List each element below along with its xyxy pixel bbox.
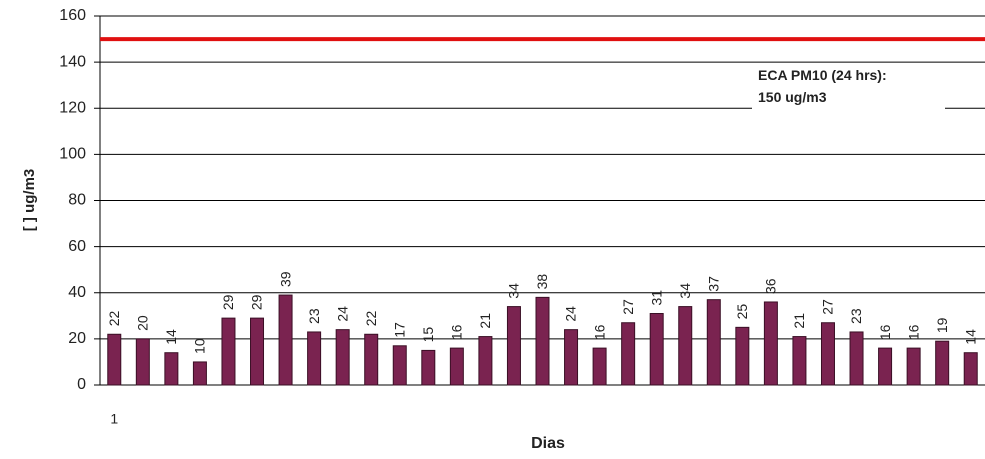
value-label: 27: [820, 299, 836, 315]
x-tick-label: 1: [110, 411, 118, 427]
value-label: 16: [449, 324, 465, 340]
bar: [449, 347, 464, 386]
bar: [878, 347, 893, 386]
y-tick-label: 120: [59, 99, 86, 116]
value-label: 34: [506, 283, 522, 299]
bar: [935, 340, 950, 386]
y-tick-label: 0: [77, 376, 86, 393]
value-label: 22: [363, 310, 379, 326]
bar: [107, 333, 122, 386]
x-axis-label: Dias: [531, 435, 565, 452]
bar: [421, 349, 436, 386]
value-label: 16: [877, 324, 893, 340]
value-label: 19: [934, 317, 950, 333]
bar: [535, 296, 550, 386]
value-label: 31: [648, 290, 664, 306]
bar: [706, 299, 721, 386]
bar: [849, 331, 864, 386]
value-label: 25: [734, 304, 750, 320]
y-axis-label: [ ] ug/m3: [21, 169, 38, 232]
bar: [906, 347, 921, 386]
value-label: 20: [135, 315, 151, 331]
bar: [792, 336, 807, 386]
bar: [592, 347, 607, 386]
annotation: ECA PM10 (24 hrs):: [758, 67, 887, 83]
annotation-box: [752, 64, 945, 115]
bar: [621, 322, 636, 386]
bar: [478, 336, 493, 386]
bar: [392, 345, 407, 386]
value-label: 27: [620, 299, 636, 315]
bar: [678, 306, 693, 386]
value-label: 14: [962, 329, 978, 345]
bar: [335, 329, 350, 386]
value-label: 14: [163, 329, 179, 345]
bar: [506, 306, 521, 386]
bar: [735, 326, 750, 386]
value-label: 38: [534, 274, 550, 290]
value-label: 29: [220, 294, 236, 310]
bar: [192, 361, 207, 386]
value-label: 29: [249, 294, 265, 310]
bar: [221, 317, 236, 386]
value-label: 21: [791, 313, 807, 329]
bar: [963, 352, 978, 386]
y-tick-label: 60: [68, 238, 86, 255]
value-label: 37: [705, 276, 721, 292]
bar: [307, 331, 322, 386]
y-tick-label: 80: [68, 192, 86, 209]
bar: [564, 329, 579, 386]
y-tick-label: 140: [59, 53, 86, 70]
value-label: 16: [905, 324, 921, 340]
value-label: 21: [477, 313, 493, 329]
value-label: 17: [391, 322, 407, 338]
bar: [364, 333, 379, 386]
value-label: 36: [763, 278, 779, 294]
value-label: 39: [277, 271, 293, 287]
value-label: 24: [334, 306, 350, 322]
y-tick-label: 20: [68, 330, 86, 347]
bar: [135, 338, 150, 386]
value-label: 34: [677, 283, 693, 299]
y-tick-label: 100: [59, 146, 86, 163]
bar: [649, 313, 664, 386]
y-tick-label: 40: [68, 284, 86, 301]
value-label: 23: [306, 308, 322, 324]
value-label: 23: [848, 308, 864, 324]
value-label: 24: [563, 306, 579, 322]
bar: [278, 294, 293, 386]
bar: [164, 352, 179, 386]
value-label: 15: [420, 327, 436, 343]
bar: [250, 317, 265, 386]
value-label: 22: [106, 310, 122, 326]
value-label: 16: [591, 324, 607, 340]
y-tick-label: 160: [59, 7, 86, 24]
value-label: 10: [192, 338, 208, 354]
bar: [820, 322, 835, 386]
bar: [763, 301, 778, 386]
annotation: 150 ug/m3: [758, 89, 827, 105]
